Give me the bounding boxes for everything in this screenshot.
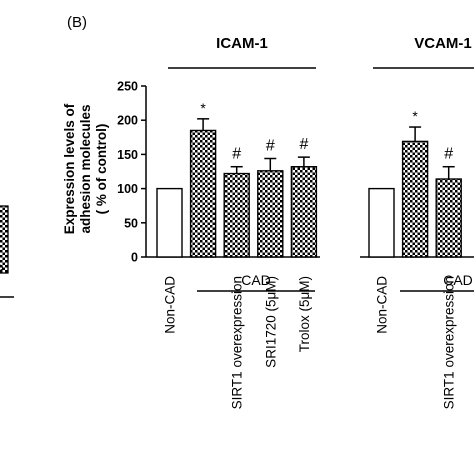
icam-y-tick-label-1: 50 xyxy=(124,216,138,230)
icam-category-label-0: Non-CAD xyxy=(163,276,178,334)
icam-1-panel: ICAM-1 0 50 100 150 200 250 Non-CAD * # SIRT1 over… xyxy=(117,35,320,409)
icam-annotation-2: # xyxy=(232,146,241,163)
icam-annotation-4: # xyxy=(299,136,308,153)
icam-bar-4 xyxy=(290,166,318,258)
vcam-title: VCAM-1 xyxy=(414,35,472,52)
panel-label: (B) xyxy=(67,14,87,31)
icam-bar-1 xyxy=(189,129,217,258)
icam-bar-2 xyxy=(223,172,250,258)
icam-bar-0 xyxy=(156,187,183,258)
y-axis-label-line-2: adhesion molecules xyxy=(78,104,93,233)
icam-y-tick-label-0: 0 xyxy=(131,251,138,265)
icam-annotation-1: * xyxy=(200,100,206,116)
vcam-category-label-0: Non-CAD xyxy=(375,276,390,334)
vcam-annotation-1: * xyxy=(412,108,418,124)
icam-title: ICAM-1 xyxy=(216,35,268,52)
vcam-category-label-2: SIRT1 overexpression xyxy=(442,276,457,409)
y-axis-label-line-3: ( % of control) xyxy=(94,124,109,215)
left-fragment-bar xyxy=(0,205,9,274)
y-axis-label: Expression levels of adhesion molecules … xyxy=(62,103,109,234)
icam-annotation-3: # xyxy=(266,138,275,155)
icam-y-tick-label-4: 200 xyxy=(117,114,138,128)
vcam-bar-2 xyxy=(435,178,462,258)
icam-group-label: CAD xyxy=(241,272,271,288)
icam-y-tick-label-3: 150 xyxy=(117,148,138,162)
vcam-bar-0 xyxy=(368,187,395,258)
icam-y-tick-label-5: 250 xyxy=(117,80,138,94)
icam-y-tick-label-2: 100 xyxy=(117,182,138,196)
vcam-group-label: CAD xyxy=(443,272,473,288)
icam-category-label-3: SRI1720 (5μM) xyxy=(263,276,278,368)
y-axis-label-line-1: Expression levels of xyxy=(62,103,77,234)
icam-category-label-4: Trolox (5μM) xyxy=(297,276,312,352)
left-fragment-tick-label: o xyxy=(0,264,6,272)
vcam-bar-1 xyxy=(401,140,429,258)
vcam-annotation-2: # xyxy=(444,146,453,163)
left-cropped-panel: o xyxy=(0,205,14,298)
icam-category-label-2: SIRT1 overexpression xyxy=(230,276,245,409)
icam-bar-3 xyxy=(257,170,284,258)
